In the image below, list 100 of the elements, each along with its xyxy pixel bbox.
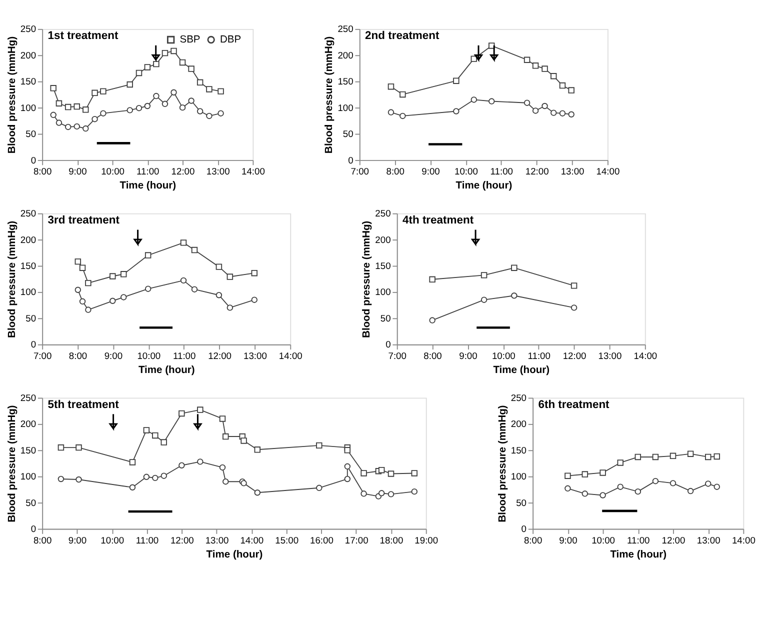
- point: [162, 50, 168, 56]
- point: [670, 452, 676, 460]
- point: [524, 56, 530, 63]
- x-tick-label: 11:00: [528, 350, 550, 361]
- point: [251, 270, 258, 276]
- point: [511, 264, 518, 271]
- x-tick-label: 12:00: [208, 350, 232, 361]
- x-tick-label: 11:00: [136, 535, 159, 546]
- point: [532, 62, 539, 69]
- point: [218, 110, 224, 116]
- point: [400, 112, 406, 120]
- point: [126, 107, 133, 114]
- point: [82, 106, 89, 113]
- y-tick-label: 250: [20, 208, 36, 219]
- x-axis-title: Time (hour): [610, 549, 667, 560]
- point: [480, 296, 488, 303]
- x-tick-label: 14:00: [240, 535, 264, 546]
- point: [50, 112, 56, 118]
- x-tick-label: 7:00: [388, 350, 406, 361]
- point: [178, 410, 185, 417]
- x-tick-label: 10:00: [492, 350, 516, 361]
- x-axis-title: Time (hour): [206, 549, 263, 560]
- point: [152, 432, 158, 439]
- point: [76, 444, 82, 451]
- y-tick-label: 100: [20, 472, 36, 482]
- point: [126, 81, 133, 88]
- y-tick-label: 0: [30, 155, 36, 166]
- point: [344, 447, 351, 454]
- point: [219, 416, 226, 422]
- point: [76, 476, 82, 483]
- y-tick-label: 50: [26, 129, 36, 140]
- point: [453, 108, 460, 114]
- y-tick-label: 200: [20, 234, 36, 245]
- x-tick-label: 13:00: [598, 350, 622, 361]
- x-tick-label: 9:00: [422, 166, 440, 176]
- point: [532, 108, 539, 114]
- point: [222, 433, 229, 440]
- point: [110, 298, 116, 304]
- point: [196, 79, 204, 86]
- point: [82, 125, 89, 132]
- x-tick-label: 14:00: [634, 350, 658, 361]
- x-tick-label: 9:00: [68, 535, 87, 546]
- point: [687, 488, 694, 494]
- x-tick-label: 9:00: [459, 350, 478, 361]
- point: [180, 240, 187, 246]
- point: [388, 109, 394, 116]
- point: [188, 66, 194, 72]
- y-tick-label: 0: [386, 340, 391, 350]
- point: [429, 276, 436, 283]
- x-tick-label: 11:00: [627, 535, 650, 546]
- point: [568, 87, 574, 94]
- point: [388, 470, 394, 477]
- y-tick-label: 50: [342, 129, 354, 140]
- point: [120, 271, 127, 278]
- x-tick-label: 14:00: [241, 166, 265, 176]
- x-tick-label: 16:00: [310, 535, 334, 546]
- point: [191, 246, 198, 254]
- y-tick-label: 0: [30, 524, 36, 534]
- point: [120, 294, 127, 300]
- y-tick-label: 250: [20, 393, 36, 404]
- y-tick-label: 200: [338, 50, 354, 60]
- point: [542, 102, 548, 110]
- x-tick-label: 9:00: [104, 350, 123, 361]
- point: [634, 488, 642, 495]
- point: [582, 471, 588, 478]
- x-tick-label: 10:00: [454, 166, 478, 176]
- point: [400, 91, 406, 98]
- point: [162, 100, 168, 108]
- point: [74, 103, 80, 110]
- y-tick-label: 150: [20, 445, 36, 456]
- point: [144, 102, 151, 110]
- x-tick-label: 15:00: [275, 535, 299, 546]
- y-axis-title: Blood pressure (mmHg): [497, 405, 508, 522]
- point: [411, 488, 418, 495]
- point: [559, 110, 566, 116]
- point: [197, 458, 204, 465]
- point: [378, 466, 385, 474]
- point: [634, 454, 642, 460]
- x-tick-label: 11:00: [490, 166, 514, 176]
- point: [600, 470, 606, 476]
- point: [197, 406, 204, 413]
- y-tick-label: 100: [375, 287, 391, 298]
- x-tick-label: 10:00: [101, 166, 125, 176]
- x-axis-title: Time (hour): [493, 364, 550, 376]
- chart-title: 4th treatment: [402, 214, 474, 227]
- x-tick-label: 18:00: [380, 535, 404, 546]
- point: [704, 480, 712, 487]
- y-tick-label: 0: [521, 524, 527, 534]
- x-tick-label: 10:00: [137, 350, 161, 361]
- x-tick-label: 13:00: [205, 535, 229, 546]
- point: [100, 88, 106, 94]
- point: [100, 110, 106, 116]
- point: [600, 492, 606, 498]
- y-axis-title: Blood pressure (mmHg): [362, 220, 373, 338]
- x-tick-label: 7:00: [350, 166, 370, 176]
- y-tick-label: 200: [20, 419, 36, 430]
- point: [511, 292, 518, 299]
- point: [74, 258, 82, 265]
- x-tick-label: 13:00: [696, 535, 720, 546]
- point: [488, 42, 495, 49]
